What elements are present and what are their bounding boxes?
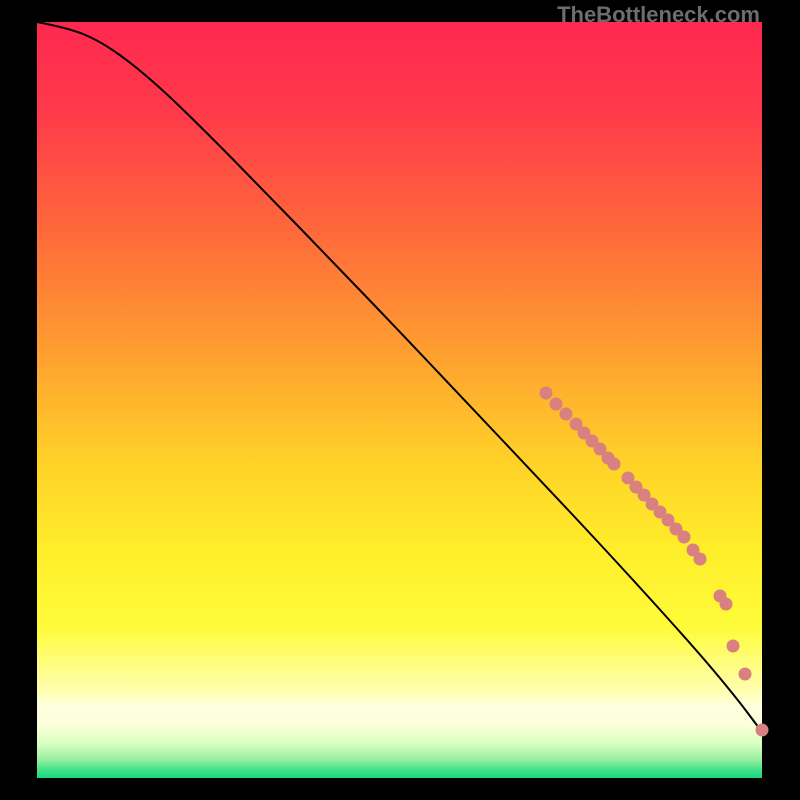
data-point <box>739 668 752 681</box>
data-point <box>694 553 707 566</box>
bottleneck-curve <box>37 22 762 732</box>
data-point <box>608 458 621 471</box>
data-point <box>727 640 740 653</box>
data-point <box>550 398 563 411</box>
data-point <box>560 408 573 421</box>
data-point <box>756 724 769 737</box>
data-markers <box>540 387 769 737</box>
data-point <box>678 531 691 544</box>
data-point <box>720 598 733 611</box>
chart-svg <box>0 0 800 800</box>
chart-stage: TheBottleneck.com <box>0 0 800 800</box>
data-point <box>540 387 553 400</box>
